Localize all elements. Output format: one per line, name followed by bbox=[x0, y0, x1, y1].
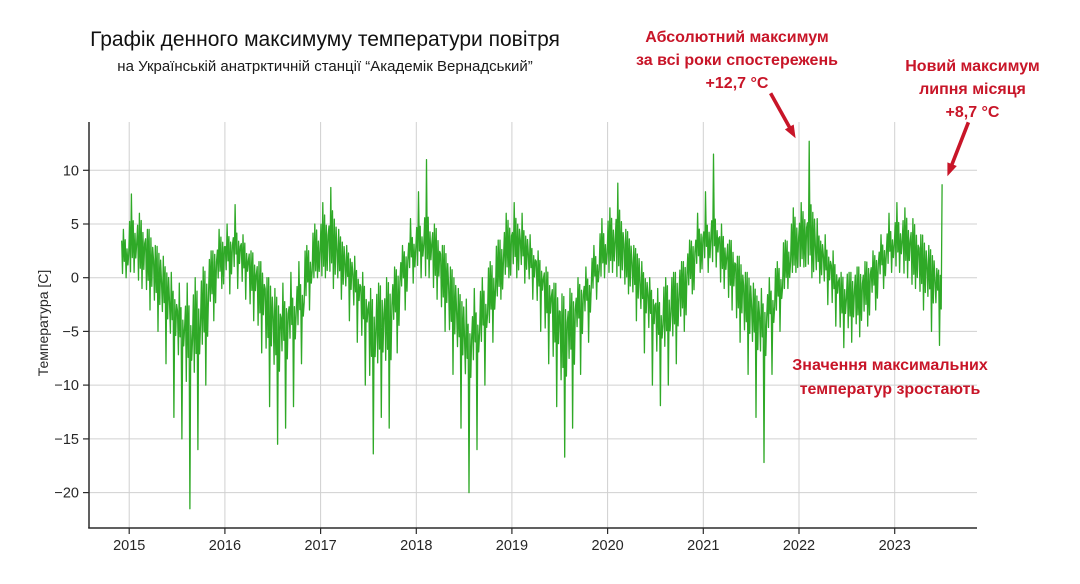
x-tick-label: 2017 bbox=[304, 538, 336, 554]
x-tick-label: 2019 bbox=[496, 538, 528, 554]
annotation-line: Абсолютний максимум bbox=[645, 29, 829, 46]
annotation-absolute-max: Абсолютний максимум за всі роки спостере… bbox=[607, 26, 867, 95]
temperature-series bbox=[121, 140, 943, 510]
x-tick-label: 2022 bbox=[783, 538, 815, 554]
annotation-line: температур зростають bbox=[799, 381, 981, 398]
annotation-arrow bbox=[949, 121, 971, 168]
x-tick-label: 2018 bbox=[400, 538, 432, 554]
y-tick-label: 10 bbox=[63, 163, 79, 179]
annotation-value: +12,7 °C bbox=[705, 75, 769, 92]
x-tick-label: 2020 bbox=[591, 538, 623, 554]
y-tick-label: −20 bbox=[54, 486, 79, 502]
x-tick-label: 2023 bbox=[879, 538, 911, 554]
annotation-trend-note: Значення максимальних температур зростаю… bbox=[765, 354, 1015, 402]
x-tick-label: 2015 bbox=[113, 538, 145, 554]
y-tick-label: 0 bbox=[71, 271, 79, 287]
annotation-arrowhead bbox=[947, 162, 957, 177]
annotation-value: +8,7 °C bbox=[945, 104, 1000, 121]
y-tick-label: 5 bbox=[71, 217, 79, 233]
annotation-line: Значення максимальних bbox=[792, 357, 988, 374]
x-tick-label: 2016 bbox=[209, 538, 241, 554]
chart-subtitle: на Українській анатрктичній станції “Ака… bbox=[117, 58, 533, 75]
y-tick-label: −10 bbox=[54, 378, 79, 394]
annotation-line: Новий максимум bbox=[905, 58, 1040, 75]
x-tick-label: 2021 bbox=[687, 538, 719, 554]
title-block: Графік денного максимуму температури пов… bbox=[50, 28, 600, 76]
y-tick-label: −5 bbox=[62, 324, 79, 340]
y-tick-label: −15 bbox=[54, 432, 79, 448]
annotation-arrowhead bbox=[784, 124, 796, 139]
annotation-arrow bbox=[769, 92, 793, 131]
annotation-line: липня місяця bbox=[919, 81, 1026, 98]
chart-title: Графік денного максимуму температури пов… bbox=[90, 28, 560, 51]
annotation-new-july-max: Новий максимум липня місяця +8,7 °C bbox=[880, 55, 1065, 124]
annotation-line: за всі роки спостережень bbox=[636, 52, 838, 69]
